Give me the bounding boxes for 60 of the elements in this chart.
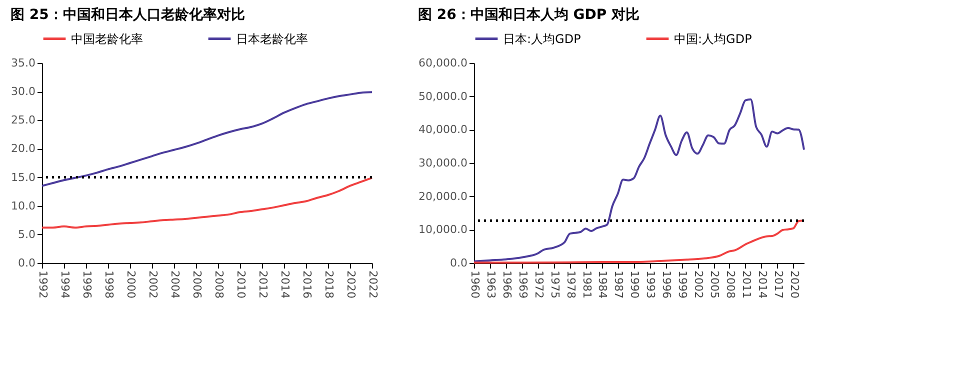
x-tick-label: 1960 <box>468 270 482 298</box>
x-tick-label: 1984 <box>596 270 610 298</box>
x-tick-label: 2011 <box>740 270 753 298</box>
line-series <box>41 91 373 187</box>
x-tick-label: 2022 <box>366 270 380 298</box>
y-tick-label: 30.0 <box>11 85 36 98</box>
x-tick-label: 2017 <box>772 270 785 298</box>
x-tick-label: 1992 <box>36 270 50 298</box>
x-tick-label: 2000 <box>124 270 138 298</box>
y-tick-label: 10.0 <box>11 199 36 212</box>
y-tick-label: 0.0 <box>18 256 36 270</box>
chart-title: 图 26：中国和日本人均 GDP 对比 <box>418 7 640 23</box>
x-tick-label: 1994 <box>58 270 72 298</box>
x-tick-label: 1966 <box>500 270 514 298</box>
x-tick-label: 2012 <box>256 270 270 298</box>
x-tick-label: 1987 <box>612 270 626 298</box>
y-tick-label: 60,000.0 <box>418 56 468 70</box>
y-tick-label: 35.0 <box>11 56 36 70</box>
y-tick-label: 50,000.0 <box>418 90 468 103</box>
x-tick-label: 2008 <box>212 270 226 298</box>
line-series <box>41 176 373 229</box>
y-tick-label: 15.0 <box>11 170 36 184</box>
x-tick-label: 2014 <box>278 270 292 298</box>
y-tick-label: 20,000.0 <box>418 190 468 203</box>
x-tick-label: 1990 <box>628 270 642 298</box>
chart-title: 图 25：中国和日本人口老龄化率对比 <box>10 6 245 23</box>
x-tick-label: 1996 <box>660 270 674 298</box>
x-tick-label: 2006 <box>190 270 204 298</box>
y-tick-label: 10,000.0 <box>418 223 468 236</box>
x-tick-label: 2020 <box>344 270 358 298</box>
x-tick-label: 2005 <box>708 270 722 298</box>
y-tick-label: 30,000.0 <box>418 156 468 170</box>
legend-label: 中国老龄化率 <box>71 32 143 46</box>
x-tick-label: 2002 <box>146 270 160 298</box>
x-tick-label: 2016 <box>300 270 314 298</box>
x-tick-label: 1993 <box>644 270 658 298</box>
x-tick-label: 1981 <box>580 270 594 298</box>
legend-label: 日本老龄化率 <box>236 32 308 46</box>
x-tick-label: 2014 <box>756 270 769 298</box>
x-tick-label: 1999 <box>676 270 690 298</box>
y-tick-label: 25.0 <box>11 114 36 127</box>
legend-label: 中国:人均GDP <box>674 32 752 46</box>
x-tick-label: 2010 <box>234 270 248 298</box>
x-tick-label: 1963 <box>484 270 498 298</box>
x-tick-label: 2008 <box>724 270 737 298</box>
x-tick-label: 2004 <box>168 270 182 298</box>
x-tick-label: 2002 <box>692 270 706 298</box>
x-tick-label: 1969 <box>516 270 530 298</box>
x-tick-label: 1996 <box>80 270 94 298</box>
y-tick-label: 40,000.0 <box>418 123 468 136</box>
y-tick-label: 20.0 <box>11 142 36 156</box>
y-tick-label: 5.0 <box>18 228 36 241</box>
x-tick-label: 2018 <box>322 270 336 298</box>
x-tick-label: 1978 <box>564 270 578 298</box>
x-tick-label: 1975 <box>548 270 562 298</box>
x-tick-label: 1972 <box>532 270 546 298</box>
x-tick-label: 2020 <box>788 270 801 298</box>
legend-label: 日本:人均GDP <box>503 32 581 46</box>
y-tick-label: 0.0 <box>450 256 468 270</box>
x-tick-label: 1998 <box>102 270 116 298</box>
